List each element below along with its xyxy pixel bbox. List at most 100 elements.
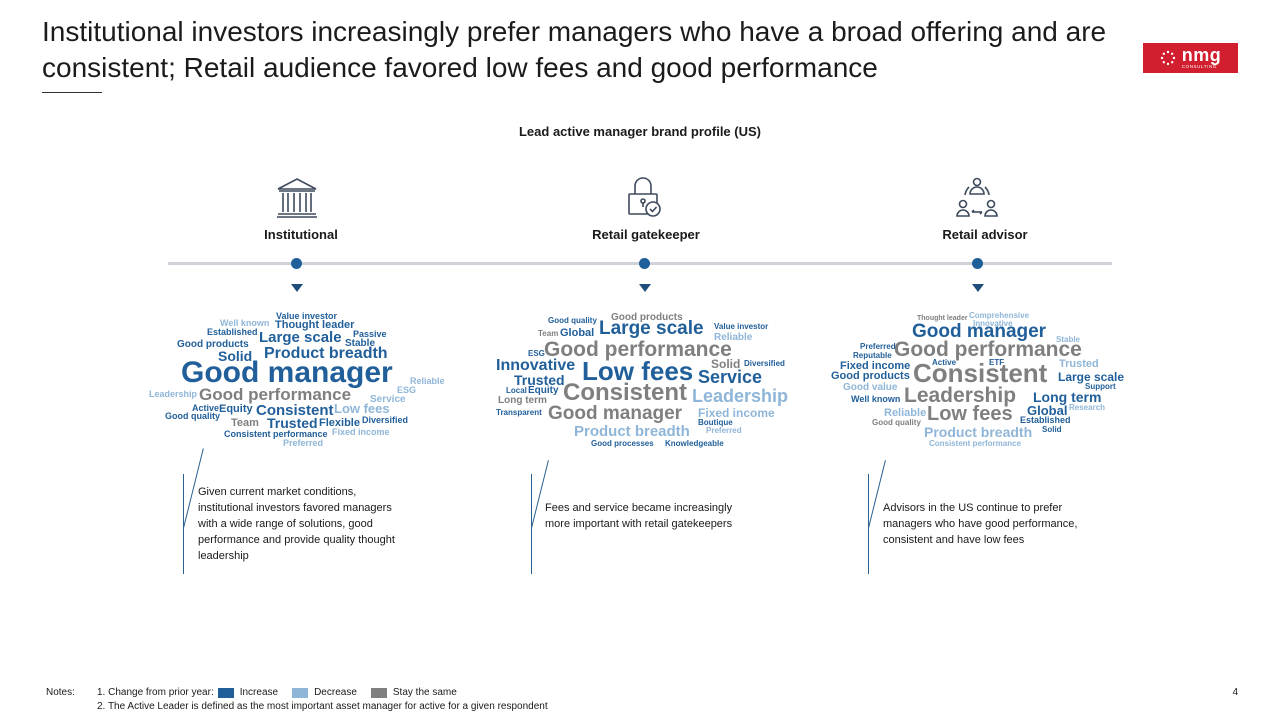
cloud-word: Innovative: [973, 319, 1013, 328]
cloud-word: Solid: [218, 348, 253, 364]
cloud-word: Low fees: [582, 356, 694, 386]
cloud-word: Product breadth: [924, 424, 1033, 440]
cloud-word: Service: [698, 367, 763, 387]
notes-label: Notes:: [46, 687, 75, 698]
cloud-word: ETF: [989, 358, 1005, 367]
cloud-word: Fixed income: [698, 406, 775, 420]
logo-brand: nmg: [1181, 45, 1222, 66]
cloud-word: Long term: [1033, 389, 1102, 405]
cloud-word: Fixed income: [332, 427, 390, 437]
title-underline: [42, 92, 102, 93]
cloud-word: Low fees: [334, 401, 390, 416]
note1-prefix: 1. Change from prior year:: [97, 687, 214, 698]
cloud-word: Product breadth: [574, 423, 690, 440]
cloud-word: Good performance: [894, 338, 1082, 361]
cloud-word: Good value: [843, 382, 898, 393]
cloud-word: Good products: [611, 312, 683, 323]
cloud-word: Stable: [1056, 335, 1081, 344]
cloud-word: Trusted: [514, 372, 565, 388]
page-title: Institutional investors increasingly pre…: [42, 16, 1107, 83]
legend-label-decrease: Decrease: [314, 687, 357, 698]
people-cycle-icon: [956, 177, 998, 217]
timeline-dot-institutional: [291, 258, 302, 269]
cloud-word: Good processes: [591, 439, 654, 448]
cloud-word: Good manager: [912, 321, 1047, 342]
cloud-word: Active: [192, 403, 220, 413]
cloud-word: Knowledgeable: [665, 439, 724, 448]
cloud-word: Solid: [1042, 425, 1062, 434]
cloud-word: Thought leader: [275, 319, 355, 331]
cloud-word: Team: [231, 417, 259, 429]
footer-notes: Notes: 1. Change from prior year: Increa…: [46, 686, 548, 714]
cloud-word: Trusted: [1059, 358, 1099, 370]
cloud-word: Value investor: [714, 322, 769, 331]
page-number: 4: [1232, 687, 1238, 698]
cloud-word: Good quality: [548, 316, 597, 325]
cloud-word: Passive: [353, 329, 387, 339]
cloud-word: Thought leader: [917, 315, 968, 322]
pointer-arrow-retail-gatekeeper: [639, 284, 651, 292]
note-retail-advisor: Advisors in the US continue to prefer ma…: [883, 502, 1078, 546]
cloud-word: Consistent: [256, 402, 334, 419]
column-label-retail-advisor: Retail advisor: [942, 227, 1028, 242]
nmg-logo: nmg CONSULTING: [1143, 43, 1238, 73]
cloud-word: Good quality: [872, 418, 921, 427]
legend-swatch-same: [370, 688, 387, 698]
cloud-word: Transparent: [496, 408, 542, 417]
cloud-word: Equity: [528, 385, 559, 396]
cloud-word: Good performance: [544, 338, 732, 361]
note2: 2. The Active Leader is defined as the m…: [97, 701, 548, 712]
pointer-arrow-institutional: [291, 284, 303, 292]
cloud-word: Well known: [851, 394, 901, 404]
cloud-word: Research: [1069, 403, 1106, 412]
legend-label-same: Stay the same: [392, 687, 457, 698]
note-retail-gatekeeper: Fees and service became increasingly mor…: [545, 502, 733, 530]
cloud-word: Diversified: [362, 415, 409, 425]
legend-swatch-increase: [217, 688, 234, 698]
cloud-word: Consistent: [913, 358, 1048, 388]
cloud-word: Boutique: [698, 418, 733, 427]
cloud-word: Good manager: [181, 356, 393, 389]
cloud-word: Long term: [498, 395, 547, 406]
cloud-word: Established: [1020, 415, 1071, 425]
legend-label-increase: Increase: [239, 687, 279, 698]
cloud-word: Preferred: [860, 342, 896, 351]
cloud-word: Value investor: [276, 311, 338, 321]
cloud-word: Reliable: [884, 407, 927, 419]
pointer-arrow-retail-advisor: [972, 284, 984, 292]
cloud-word: Large scale: [1058, 370, 1125, 384]
cloud-word: Trusted: [267, 415, 318, 431]
cloud-word: ESG: [397, 385, 417, 395]
cloud-word: Preferred: [706, 426, 742, 435]
cloud-word: Low fees: [927, 403, 1013, 425]
cloud-word: Good products: [177, 339, 249, 350]
cloud-word: Leadership: [692, 386, 789, 406]
cloud-word: Global: [560, 327, 595, 339]
cloud-word: Service: [370, 394, 406, 405]
cloud-word: Consistent: [563, 379, 688, 406]
cloud-word: Good products: [831, 370, 910, 382]
legend-swatch-decrease: [292, 688, 309, 698]
cloud-word: Large scale: [599, 318, 704, 339]
cloud-word: Consistent performance: [224, 429, 328, 439]
cloud-word: Flexible: [319, 417, 360, 429]
timeline-dot-retail-advisor: [972, 258, 983, 269]
cloud-word: Local: [506, 386, 527, 395]
cloud-word: Active: [932, 358, 957, 367]
cloud-word: Good manager: [548, 403, 683, 424]
cloud-word: Preferred: [283, 438, 324, 448]
cloud-word: Large scale: [259, 329, 342, 346]
section-subtitle: Lead active manager brand profile (US): [518, 124, 761, 139]
note-institutional: Given current market conditions, institu…: [198, 486, 395, 562]
cloud-word: Support: [1085, 382, 1116, 391]
cloud-word: Fixed income: [840, 360, 911, 372]
cloud-word: Established: [207, 327, 258, 337]
cloud-word: Global: [1027, 403, 1068, 418]
cloud-word: Product breadth: [264, 345, 388, 362]
cloud-word: Good quality: [165, 411, 220, 421]
cloud-word: Diversified: [744, 359, 785, 368]
cloud-word: Reputable: [853, 351, 892, 360]
cloud-word: Comprehensive: [969, 311, 1030, 320]
cloud-word: Leadership: [904, 384, 1017, 407]
column-label-retail-gatekeeper: Retail gatekeeper: [592, 227, 700, 242]
